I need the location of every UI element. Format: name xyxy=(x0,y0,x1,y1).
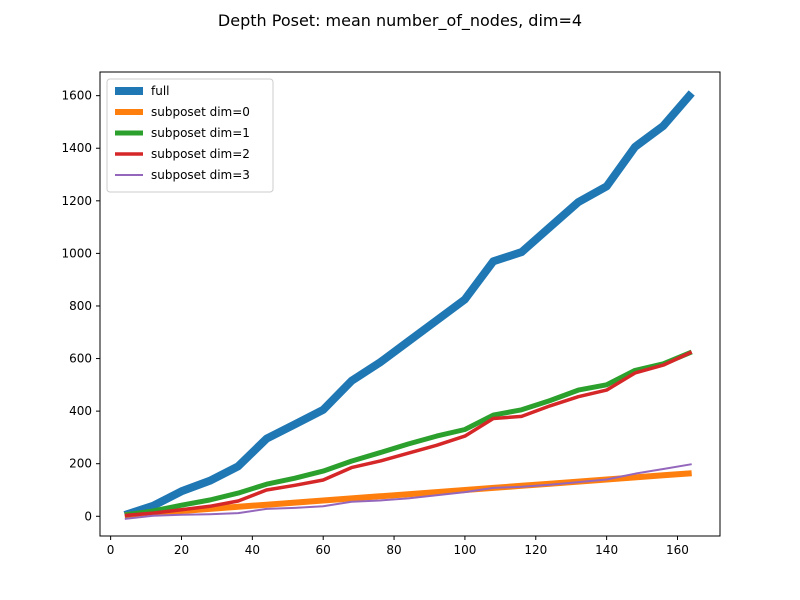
x-tick-label: 20 xyxy=(174,543,189,557)
legend-label: full xyxy=(151,84,170,98)
x-tick-label: 40 xyxy=(245,543,260,557)
plot-area: 0 20 40 60 80 100 120 140 160 0 200 400 600 800 1000 1… xyxy=(61,71,721,557)
legend-label: subposet dim=1 xyxy=(151,126,250,140)
x-tick-label: 0 xyxy=(107,543,115,557)
legend: full subposet dim=0 subposet dim=1 subposet… xyxy=(106,78,274,193)
y-tick-label: 600 xyxy=(69,352,92,366)
x-tick-label: 100 xyxy=(453,543,476,557)
y-axis: 0 200 400 600 800 1000 1200 1400 1600 xyxy=(61,89,100,523)
series-line-full xyxy=(123,90,695,519)
y-tick-label: 1400 xyxy=(61,141,92,155)
x-axis: 0 20 40 60 80 100 120 140 160 xyxy=(107,536,689,557)
y-tick-label: 1600 xyxy=(61,89,92,103)
y-tick-label: 1200 xyxy=(61,194,92,208)
x-tick-label: 120 xyxy=(524,543,547,557)
y-tick-label: 1000 xyxy=(61,246,92,260)
y-tick-label: 0 xyxy=(84,509,92,523)
y-tick-label: 800 xyxy=(69,299,92,313)
y-tick-label: 400 xyxy=(69,404,92,418)
x-tick-label: 160 xyxy=(666,543,689,557)
legend-box xyxy=(106,78,274,193)
series-line-subposet-dim-3 xyxy=(124,463,692,520)
chart-title: Depth Poset: mean number_of_nodes, dim=4 xyxy=(218,11,582,31)
series-line-subposet-dim-1 xyxy=(124,349,693,518)
y-tick-label: 200 xyxy=(69,457,92,471)
legend-label: subposet dim=0 xyxy=(151,105,250,119)
x-tick-label: 140 xyxy=(595,543,618,557)
axes-frame xyxy=(99,71,721,537)
legend-label: subposet dim=2 xyxy=(151,147,250,161)
legend-label: subposet dim=3 xyxy=(151,168,250,182)
x-tick-label: 80 xyxy=(386,543,401,557)
x-tick-label: 60 xyxy=(316,543,331,557)
series-layer xyxy=(123,90,695,520)
series-line-subposet-dim-2 xyxy=(124,350,693,518)
